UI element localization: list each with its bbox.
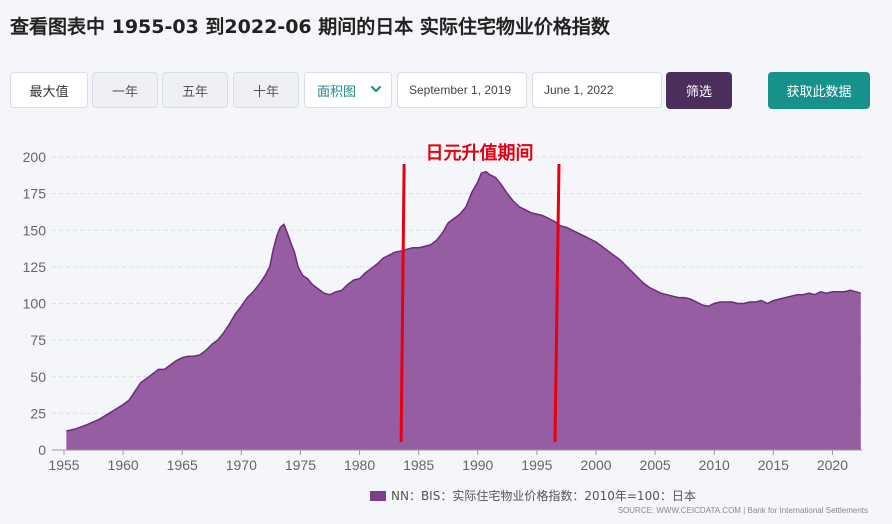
price-index-line: [66, 170, 862, 432]
legend-label: NN：BIS：实际住宅物业价格指数：2010年=100：日本: [391, 489, 696, 503]
y-tick-label: 200: [23, 149, 47, 165]
range-button-10y[interactable]: 十年: [233, 72, 299, 108]
x-tick-label: 2015: [758, 457, 789, 473]
y-tick-label: 150: [23, 222, 47, 238]
x-tick-label: 2005: [640, 457, 671, 473]
annotation-line-start: [399, 163, 406, 443]
filter-button[interactable]: 筛选: [666, 72, 732, 109]
chart-type-select[interactable]: 面积图: [304, 72, 392, 108]
x-tick-label: 1955: [48, 457, 79, 473]
range-button-1y[interactable]: 一年: [92, 72, 158, 108]
annotation-label: 日元升值期间: [426, 142, 534, 164]
x-tick-label: 2010: [699, 457, 730, 473]
y-tick-label: 100: [23, 296, 47, 312]
chart-controls: 最大值 一年 五年 十年 面积图 筛选 获取此数据: [0, 0, 892, 120]
y-tick-label: 125: [23, 259, 47, 275]
chart-type-label: 面积图: [317, 84, 357, 100]
x-axis-ticks: 1955 1960 1965 1970 1975 1980 1985 1990 1995 2000…: [48, 450, 848, 473]
legend-swatch: [370, 490, 386, 501]
y-axis-ticks: 0 25 50 75 100 125 150 175 200: [23, 149, 47, 458]
x-tick-label: 1965: [167, 457, 198, 473]
annotation-line-end: [553, 163, 561, 443]
y-tick-label: 75: [30, 332, 46, 348]
x-tick-label: 2020: [817, 457, 848, 473]
y-tick-label: 0: [38, 442, 46, 458]
range-button-max[interactable]: 最大值: [10, 72, 88, 108]
y-tick-label: 25: [30, 405, 46, 421]
x-tick-label: 1975: [285, 457, 316, 473]
x-tick-label: 1960: [108, 457, 139, 473]
x-tick-label: 1990: [462, 457, 493, 473]
chart-legend: NN：BIS：实际住宅物业价格指数：2010年=100：日本: [370, 487, 696, 504]
x-tick-label: 1970: [226, 457, 257, 473]
get-data-button[interactable]: 获取此数据: [768, 72, 870, 109]
x-tick-label: 1985: [403, 457, 434, 473]
page-title: 查看图表中 1955-03 到2022-06 期间的日本 实际住宅物业价格指数: [10, 16, 610, 38]
x-tick-label: 2000: [580, 457, 611, 473]
x-tick-label: 1980: [344, 457, 375, 473]
x-tick-label: 1995: [521, 457, 552, 473]
source-note: SOURCE: WWW.CEICDATA.COM | Bank for Inte…: [617, 506, 868, 515]
y-tick-label: 175: [23, 186, 47, 202]
end-date-input[interactable]: [532, 72, 662, 108]
y-tick-label: 50: [30, 369, 46, 385]
start-date-input[interactable]: [397, 72, 527, 108]
price-index-area: [66, 171, 861, 450]
chevron-down-icon: [371, 86, 381, 92]
range-button-5y[interactable]: 五年: [162, 72, 228, 108]
